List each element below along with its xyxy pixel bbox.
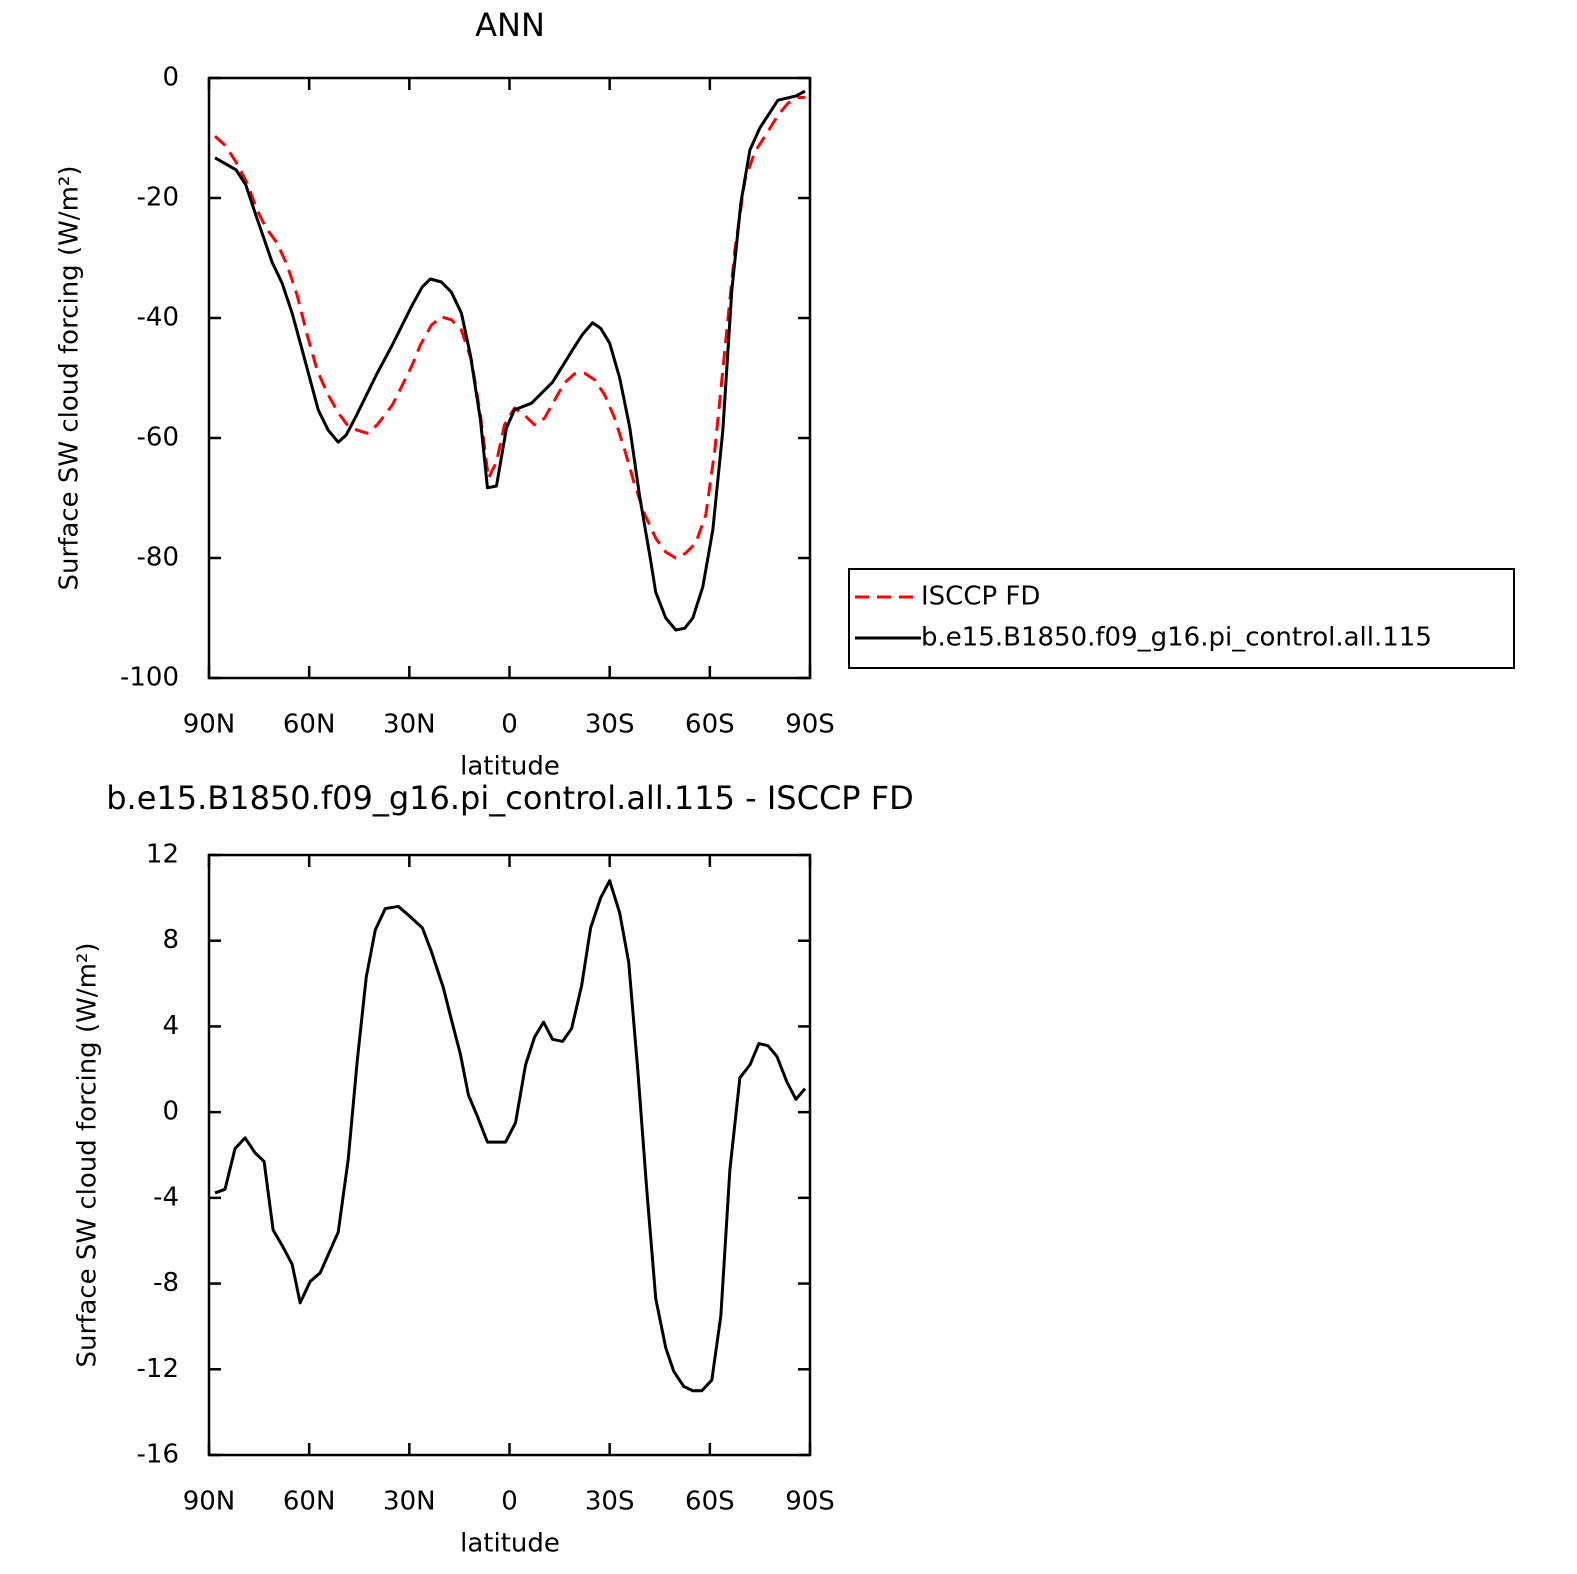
y-tick-label: 8 bbox=[162, 925, 179, 955]
y-tick-label: 0 bbox=[162, 1097, 179, 1127]
legend-label: b.e15.B1850.f09_g16.pi_control.all.115 bbox=[921, 623, 1432, 653]
x-tick-label: 90S bbox=[785, 1487, 835, 1517]
plot-frame bbox=[207, 76, 812, 680]
y-tick-label: -60 bbox=[137, 423, 179, 453]
y-tick-label: 0 bbox=[162, 63, 179, 93]
y-tick-label: -16 bbox=[137, 1440, 179, 1470]
x-tick-label: 60S bbox=[685, 710, 735, 740]
series-line bbox=[214, 879, 807, 1393]
x-tick-label: 30S bbox=[585, 710, 635, 740]
plot-frame bbox=[207, 853, 812, 1457]
x-tick-label: 30N bbox=[383, 710, 436, 740]
chart-title: b.e15.B1850.f09_g16.pi_control.all.115 -… bbox=[106, 779, 914, 817]
x-tick-label: 60S bbox=[685, 1487, 735, 1517]
y-axis-label: Surface SW cloud forcing (W/m²) bbox=[73, 943, 103, 1368]
x-tick-label: 60N bbox=[283, 1487, 336, 1517]
series-line bbox=[214, 95, 806, 560]
chart-title: ANN bbox=[475, 6, 545, 44]
x-tick-label: 90S bbox=[785, 710, 835, 740]
x-tick-label: 0 bbox=[501, 1487, 518, 1517]
legend-box bbox=[848, 568, 1515, 669]
x-tick-label: 90N bbox=[183, 710, 236, 740]
x-tick-label: 30S bbox=[585, 1487, 635, 1517]
y-tick-label: 4 bbox=[162, 1011, 179, 1041]
y-tick-label: 12 bbox=[146, 840, 179, 870]
y-axis-label: Surface SW cloud forcing (W/m²) bbox=[55, 166, 85, 591]
x-axis-label: latitude bbox=[460, 752, 560, 782]
y-tick-label: -20 bbox=[137, 183, 179, 213]
y-tick-label: -4 bbox=[153, 1182, 179, 1212]
y-tick-label: -8 bbox=[153, 1268, 179, 1298]
x-tick-label: 90N bbox=[183, 1487, 236, 1517]
y-tick-label: -40 bbox=[137, 303, 179, 333]
x-tick-label: 30N bbox=[383, 1487, 436, 1517]
x-tick-label: 60N bbox=[283, 710, 336, 740]
y-tick-label: -100 bbox=[120, 663, 179, 693]
x-axis-label: latitude bbox=[460, 1529, 560, 1559]
legend-label: ISCCP FD bbox=[921, 582, 1040, 612]
y-tick-label: -12 bbox=[137, 1354, 179, 1384]
x-tick-label: 0 bbox=[501, 710, 518, 740]
y-tick-label: -80 bbox=[137, 543, 179, 573]
series-line bbox=[214, 89, 806, 632]
